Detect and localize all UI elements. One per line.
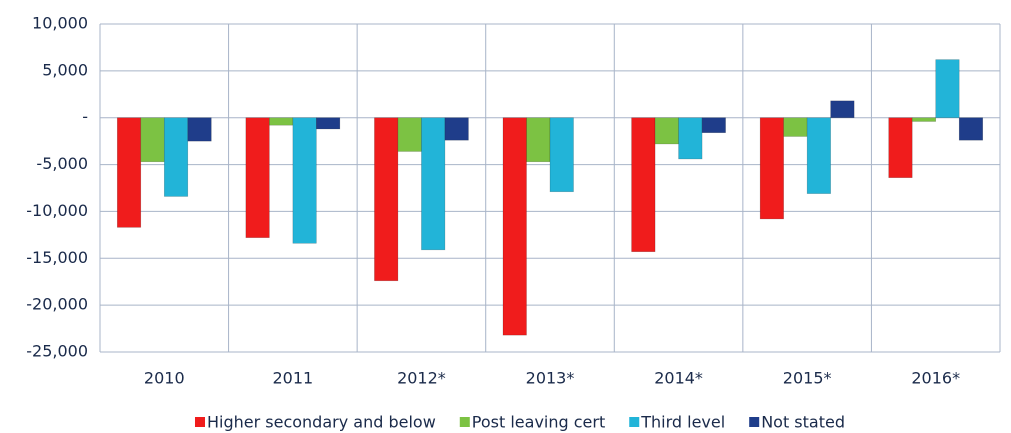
y-tick-label: -10,000	[26, 201, 88, 220]
legend-label: Third level	[640, 413, 725, 432]
bar	[502, 117, 527, 336]
bar	[374, 117, 399, 282]
legend-marker	[629, 417, 640, 427]
bar	[421, 117, 446, 251]
bar	[549, 117, 574, 193]
y-tick-label: -20,000	[26, 295, 88, 314]
bar	[292, 117, 317, 244]
legend-marker	[749, 417, 760, 427]
y-tick-label: -25,000	[26, 342, 88, 361]
x-tick-label: 2012*	[397, 369, 446, 388]
legend-marker	[194, 417, 205, 427]
y-tick-label: -	[82, 107, 88, 126]
bar	[935, 59, 960, 119]
y-tick-label: -5,000	[36, 154, 88, 173]
bar	[397, 117, 422, 152]
bar	[140, 117, 165, 163]
x-tick-label: 2010	[144, 369, 185, 388]
bar	[888, 117, 913, 178]
x-tick-label: 2016*	[911, 369, 960, 388]
bar	[245, 117, 270, 238]
legend-marker	[459, 417, 470, 427]
bar	[163, 117, 189, 197]
bar	[958, 117, 984, 141]
bar	[911, 117, 937, 122]
x-tick-label: 2013*	[526, 369, 575, 388]
bar	[783, 117, 808, 137]
bar	[701, 117, 726, 134]
bar	[759, 117, 784, 220]
x-tick-label: 2015*	[783, 369, 832, 388]
bar	[316, 117, 341, 130]
bar	[806, 117, 831, 194]
bar	[631, 117, 656, 253]
bar	[444, 117, 469, 141]
x-tick-label: 2014*	[654, 369, 703, 388]
bar	[830, 100, 855, 119]
bar	[526, 117, 551, 163]
bar	[678, 117, 703, 160]
bar	[269, 117, 294, 126]
bar	[187, 117, 212, 142]
y-tick-label: 10,000	[32, 14, 88, 33]
bar	[116, 117, 142, 228]
legend-label: Not stated	[761, 413, 845, 432]
x-tick-label: 2011	[272, 369, 313, 388]
y-tick-label: -15,000	[26, 248, 88, 267]
y-tick-label: 5,000	[42, 60, 88, 79]
legend-label: Post leaving cert	[472, 413, 605, 432]
legend-label: Higher secondary and below	[207, 413, 436, 432]
bar	[654, 117, 679, 145]
